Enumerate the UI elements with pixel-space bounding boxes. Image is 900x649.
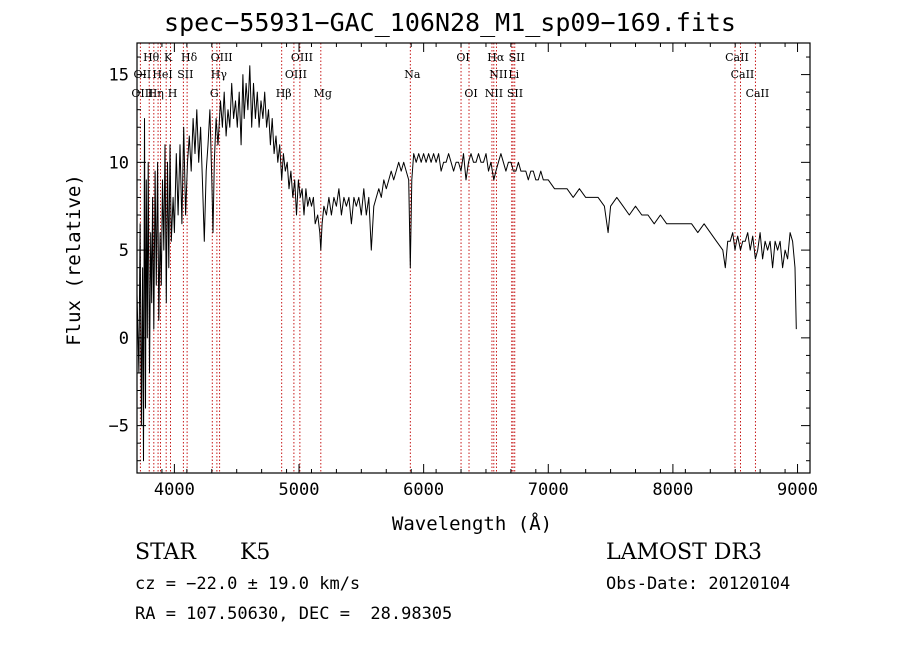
- line-label-15: NII: [489, 68, 507, 81]
- line-label-8: CaII: [725, 51, 749, 64]
- line-label-2: Hδ: [181, 51, 198, 64]
- obs-date: Obs-Date: 20120104: [606, 574, 791, 594]
- x-tick-label-1: 5000: [279, 480, 320, 500]
- line-label-27: CaII: [746, 87, 770, 100]
- chart-title: spec−55931−GAC_106N28_M1_sp09−169.fits: [164, 8, 736, 37]
- spectrum-line-0: [136, 65, 797, 462]
- line-label-20: H: [168, 87, 178, 100]
- line-label-24: OI: [464, 87, 477, 100]
- line-label-14: Na: [404, 68, 421, 81]
- object-subclass: K5: [240, 540, 271, 565]
- survey-name: LAMOST DR3: [606, 540, 762, 565]
- line-label-12: Hγ: [211, 68, 228, 81]
- x-tick-label-4: 8000: [652, 480, 693, 500]
- line-label-4: OIII: [291, 51, 313, 64]
- x-axis-label: Wavelength (Å): [392, 512, 552, 535]
- line-label-10: HeI: [152, 68, 172, 81]
- y-tick-label-2: 5: [119, 241, 129, 261]
- ra-dec: RA = 107.50630, DEC = 28.98305: [135, 604, 453, 624]
- redshift-info: cz = −22.0 ± 19.0 km/s: [135, 574, 361, 594]
- y-tick-label-3: 10: [109, 153, 129, 173]
- x-tick-label-5: 9000: [777, 480, 818, 500]
- line-label-21: G: [210, 87, 219, 100]
- line-label-3: OIII: [211, 51, 233, 64]
- line-label-22: Hβ: [276, 87, 292, 100]
- line-label-0: Hθ: [143, 51, 160, 64]
- y-tick-label-4: 15: [109, 66, 129, 86]
- line-label-16: Li: [508, 68, 519, 81]
- y-tick-label-0: −5: [109, 417, 129, 437]
- line-label-7: SII: [509, 51, 525, 64]
- line-label-6: Hα: [487, 51, 505, 64]
- line-label-5: OI: [456, 51, 469, 64]
- line-label-13: OIII: [285, 68, 307, 81]
- line-label-23: Mg: [314, 87, 332, 100]
- line-label-11: SII: [177, 68, 193, 81]
- x-tick-label-3: 7000: [528, 480, 569, 500]
- line-label-26: SII: [507, 87, 523, 100]
- line-label-17: CaII: [731, 68, 755, 81]
- line-label-25: NII: [485, 87, 503, 100]
- x-tick-label-2: 6000: [403, 480, 444, 500]
- line-label-19: Hη: [148, 87, 164, 100]
- y-tick-label-1: 0: [119, 329, 129, 349]
- plot-frame: [136, 42, 811, 474]
- y-axis-label: Flux (relative): [63, 174, 85, 346]
- line-label-1: K: [164, 51, 173, 64]
- x-tick-label-0: 4000: [154, 480, 195, 500]
- object-class: STAR: [135, 540, 196, 565]
